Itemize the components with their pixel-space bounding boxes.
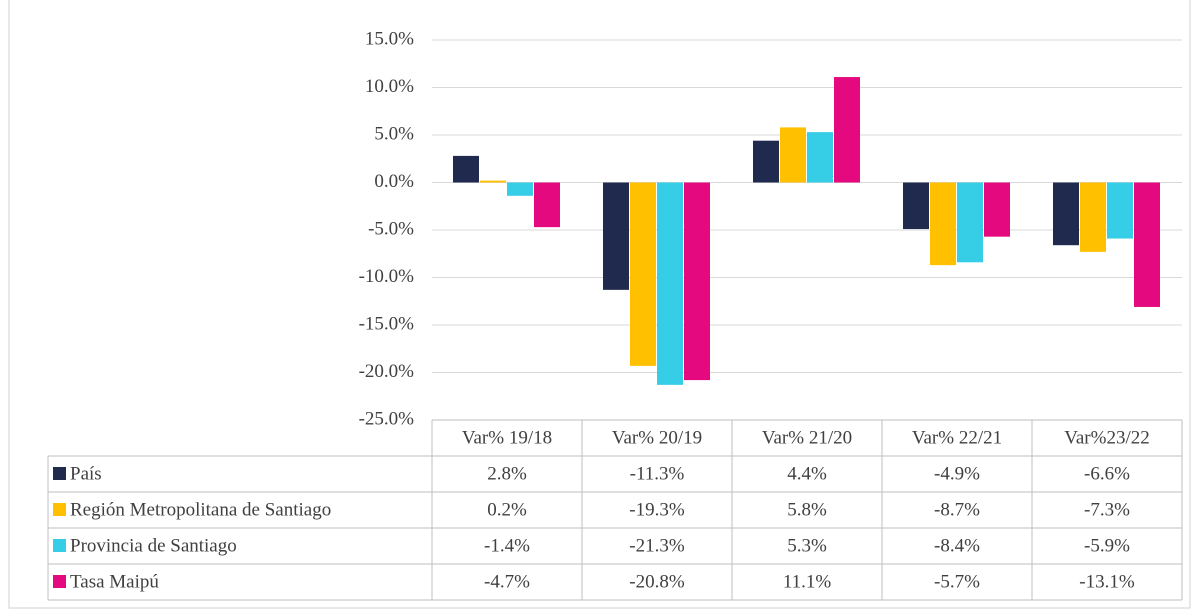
- y-tick-label: -10.0%: [359, 266, 415, 287]
- bar: [957, 182, 983, 263]
- y-tick-label: -15.0%: [359, 313, 415, 334]
- table-value: -13.1%: [1079, 571, 1135, 592]
- table-value: 11.1%: [783, 571, 832, 592]
- bar: [930, 182, 956, 266]
- table-value: -19.3%: [629, 499, 685, 520]
- table-value: 4.4%: [787, 463, 827, 484]
- y-tick-label: -20.0%: [359, 361, 415, 382]
- table-value: 0.2%: [487, 499, 527, 520]
- x-tick-label: Var%23/22: [1064, 427, 1149, 448]
- bar: [657, 182, 683, 385]
- y-tick-label: -25.0%: [359, 408, 415, 429]
- frame: [8, 0, 1191, 609]
- table-value: -8.4%: [934, 535, 980, 556]
- table-value: -4.7%: [484, 571, 530, 592]
- bar: [684, 182, 710, 381]
- x-tick-label: Var% 21/20: [762, 427, 852, 448]
- x-tick-label: Var% 22/21: [912, 427, 1002, 448]
- y-tick-label: 0.0%: [374, 171, 414, 192]
- x-tick-label: Var% 20/19: [612, 427, 702, 448]
- table-value: -5.9%: [1084, 535, 1130, 556]
- y-tick-label: 10.0%: [365, 76, 414, 97]
- y-tick-label: -5.0%: [368, 218, 414, 239]
- legend-swatch: [53, 503, 66, 516]
- bar: [534, 182, 560, 228]
- bar: [903, 182, 929, 230]
- table-value: -8.7%: [934, 499, 980, 520]
- bar: [1053, 182, 1079, 246]
- bar: [1107, 182, 1133, 239]
- y-tick-label: 15.0%: [365, 28, 414, 49]
- table-value: -6.6%: [1084, 463, 1130, 484]
- y-tick-label: 5.0%: [374, 123, 414, 144]
- bar: [603, 182, 629, 290]
- table-value: 5.8%: [787, 499, 827, 520]
- legend-label: Provincia de Santiago: [70, 535, 237, 556]
- bar: [1134, 182, 1160, 307]
- table-value: -21.3%: [629, 535, 685, 556]
- bar: [453, 155, 479, 183]
- bar: [480, 180, 506, 183]
- table-value: -4.9%: [934, 463, 980, 484]
- table-value: -7.3%: [1084, 499, 1130, 520]
- table-value: -5.7%: [934, 571, 980, 592]
- table-value: -1.4%: [484, 535, 530, 556]
- legend-label: Tasa Maipú: [70, 571, 159, 592]
- legend-swatch: [53, 539, 66, 552]
- bar: [630, 182, 656, 366]
- table-value: 2.8%: [487, 463, 527, 484]
- legend-swatch: [53, 467, 66, 480]
- bar: [1080, 182, 1106, 252]
- legend-swatch: [53, 575, 66, 588]
- table-value: 5.3%: [787, 535, 827, 556]
- bar: [780, 127, 806, 183]
- legend-label: País: [70, 463, 102, 484]
- table-value: -11.3%: [630, 463, 685, 484]
- table-value: -20.8%: [629, 571, 685, 592]
- bar: [834, 77, 860, 183]
- bar: [984, 182, 1010, 237]
- x-tick-label: Var% 19/18: [462, 427, 552, 448]
- bar: [507, 182, 533, 196]
- bar: [753, 140, 779, 183]
- bar: [807, 132, 833, 183]
- legend-label: Región Metropolitana de Santiago: [70, 499, 331, 520]
